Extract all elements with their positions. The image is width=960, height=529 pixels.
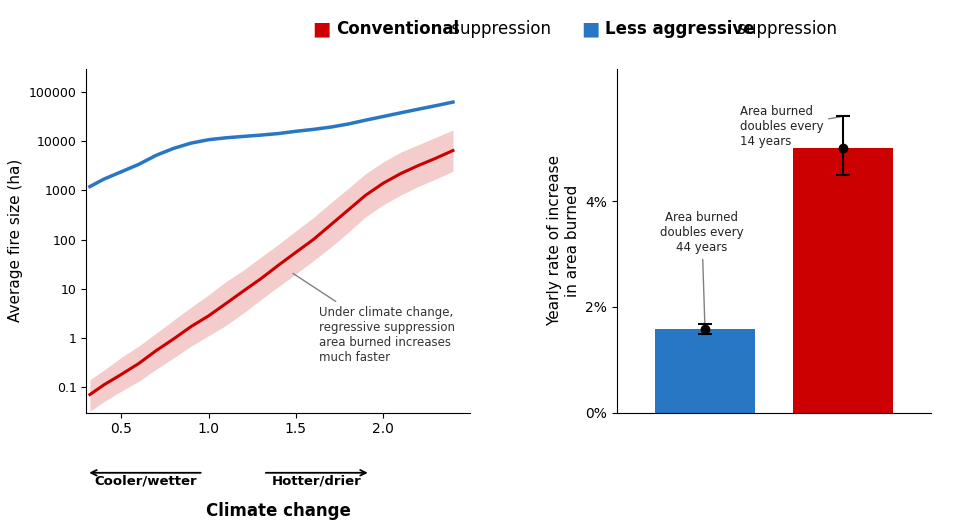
Text: Conventional: Conventional [336, 20, 459, 38]
Text: Under climate change,
regressive suppression
area burned increases
much faster: Under climate change, regressive suppres… [293, 273, 454, 364]
Text: Less aggressive: Less aggressive [605, 20, 755, 38]
Text: Cooler/wetter: Cooler/wetter [95, 475, 197, 488]
Text: Area burned
doubles every
14 years: Area burned doubles every 14 years [739, 105, 841, 148]
Text: Climate change: Climate change [206, 502, 350, 520]
Text: Area burned
doubles every
44 years: Area burned doubles every 44 years [660, 211, 744, 326]
Bar [793, 148, 894, 413]
Y-axis label: Average fire size (ha): Average fire size (ha) [9, 159, 23, 322]
Bar [655, 329, 756, 413]
Text: suppression: suppression [446, 20, 551, 38]
Text: Hotter/drier: Hotter/drier [272, 475, 362, 488]
Text: ■: ■ [312, 19, 331, 38]
Text: suppression: suppression [732, 20, 836, 38]
Y-axis label: Yearly rate of increase
in area burned: Yearly rate of increase in area burned [547, 155, 580, 326]
Text: ■: ■ [581, 19, 600, 38]
